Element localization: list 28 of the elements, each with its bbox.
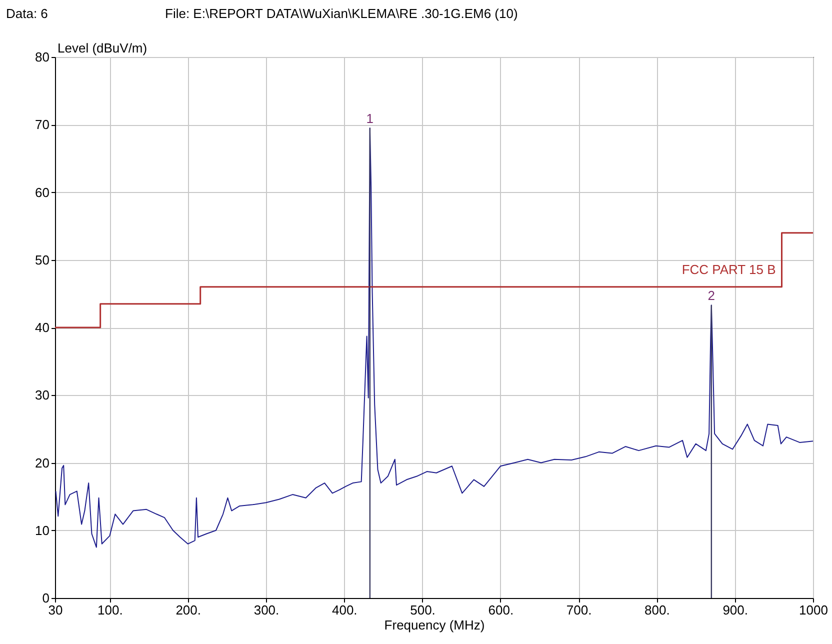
text: Data: 6 — [6, 6, 48, 21]
x-tick-label: 700. — [566, 602, 592, 618]
y-tick-label: 40 — [35, 320, 50, 335]
y-tick-label: 80 — [35, 50, 50, 64]
chart-title: File: E:\REPORT DATA\WuXian\KLEMA\RE .30-1G.EM6 (10) — [165, 6, 518, 21]
x-axis-title: Frequency (MHz) — [384, 618, 485, 632]
y-axis-title: Level (dBuV/m) — [58, 40, 148, 56]
y-tick-label: 0 — [42, 590, 50, 606]
y-tick-label: 20 — [35, 455, 50, 470]
x-tick-label: 800. — [644, 602, 670, 618]
x-tick-label: 30 — [48, 602, 63, 618]
x-tick-label: 100. — [98, 602, 123, 618]
x-tick-label: 400. — [332, 602, 358, 618]
annotation: 2 — [708, 288, 716, 304]
x-tick-label: 900. — [722, 602, 748, 618]
y-tick-label: 50 — [35, 252, 50, 268]
x-tick-label: 600. — [488, 602, 514, 618]
y-tick-label: 10 — [35, 522, 50, 538]
x-tick-label: 1000 — [799, 602, 828, 618]
y-tick-label: 60 — [35, 184, 50, 200]
y-tick-label: 30 — [35, 388, 50, 403]
y-tick-label: 70 — [35, 117, 50, 132]
x-tick-label: 200. — [176, 602, 201, 618]
line-series — [55, 128, 813, 548]
series-label: FCC PART 15 B — [682, 262, 776, 277]
x-tick-label: 500. — [410, 602, 436, 618]
annotation: 1 — [366, 111, 374, 126]
x-tick-label: 300. — [254, 602, 280, 618]
